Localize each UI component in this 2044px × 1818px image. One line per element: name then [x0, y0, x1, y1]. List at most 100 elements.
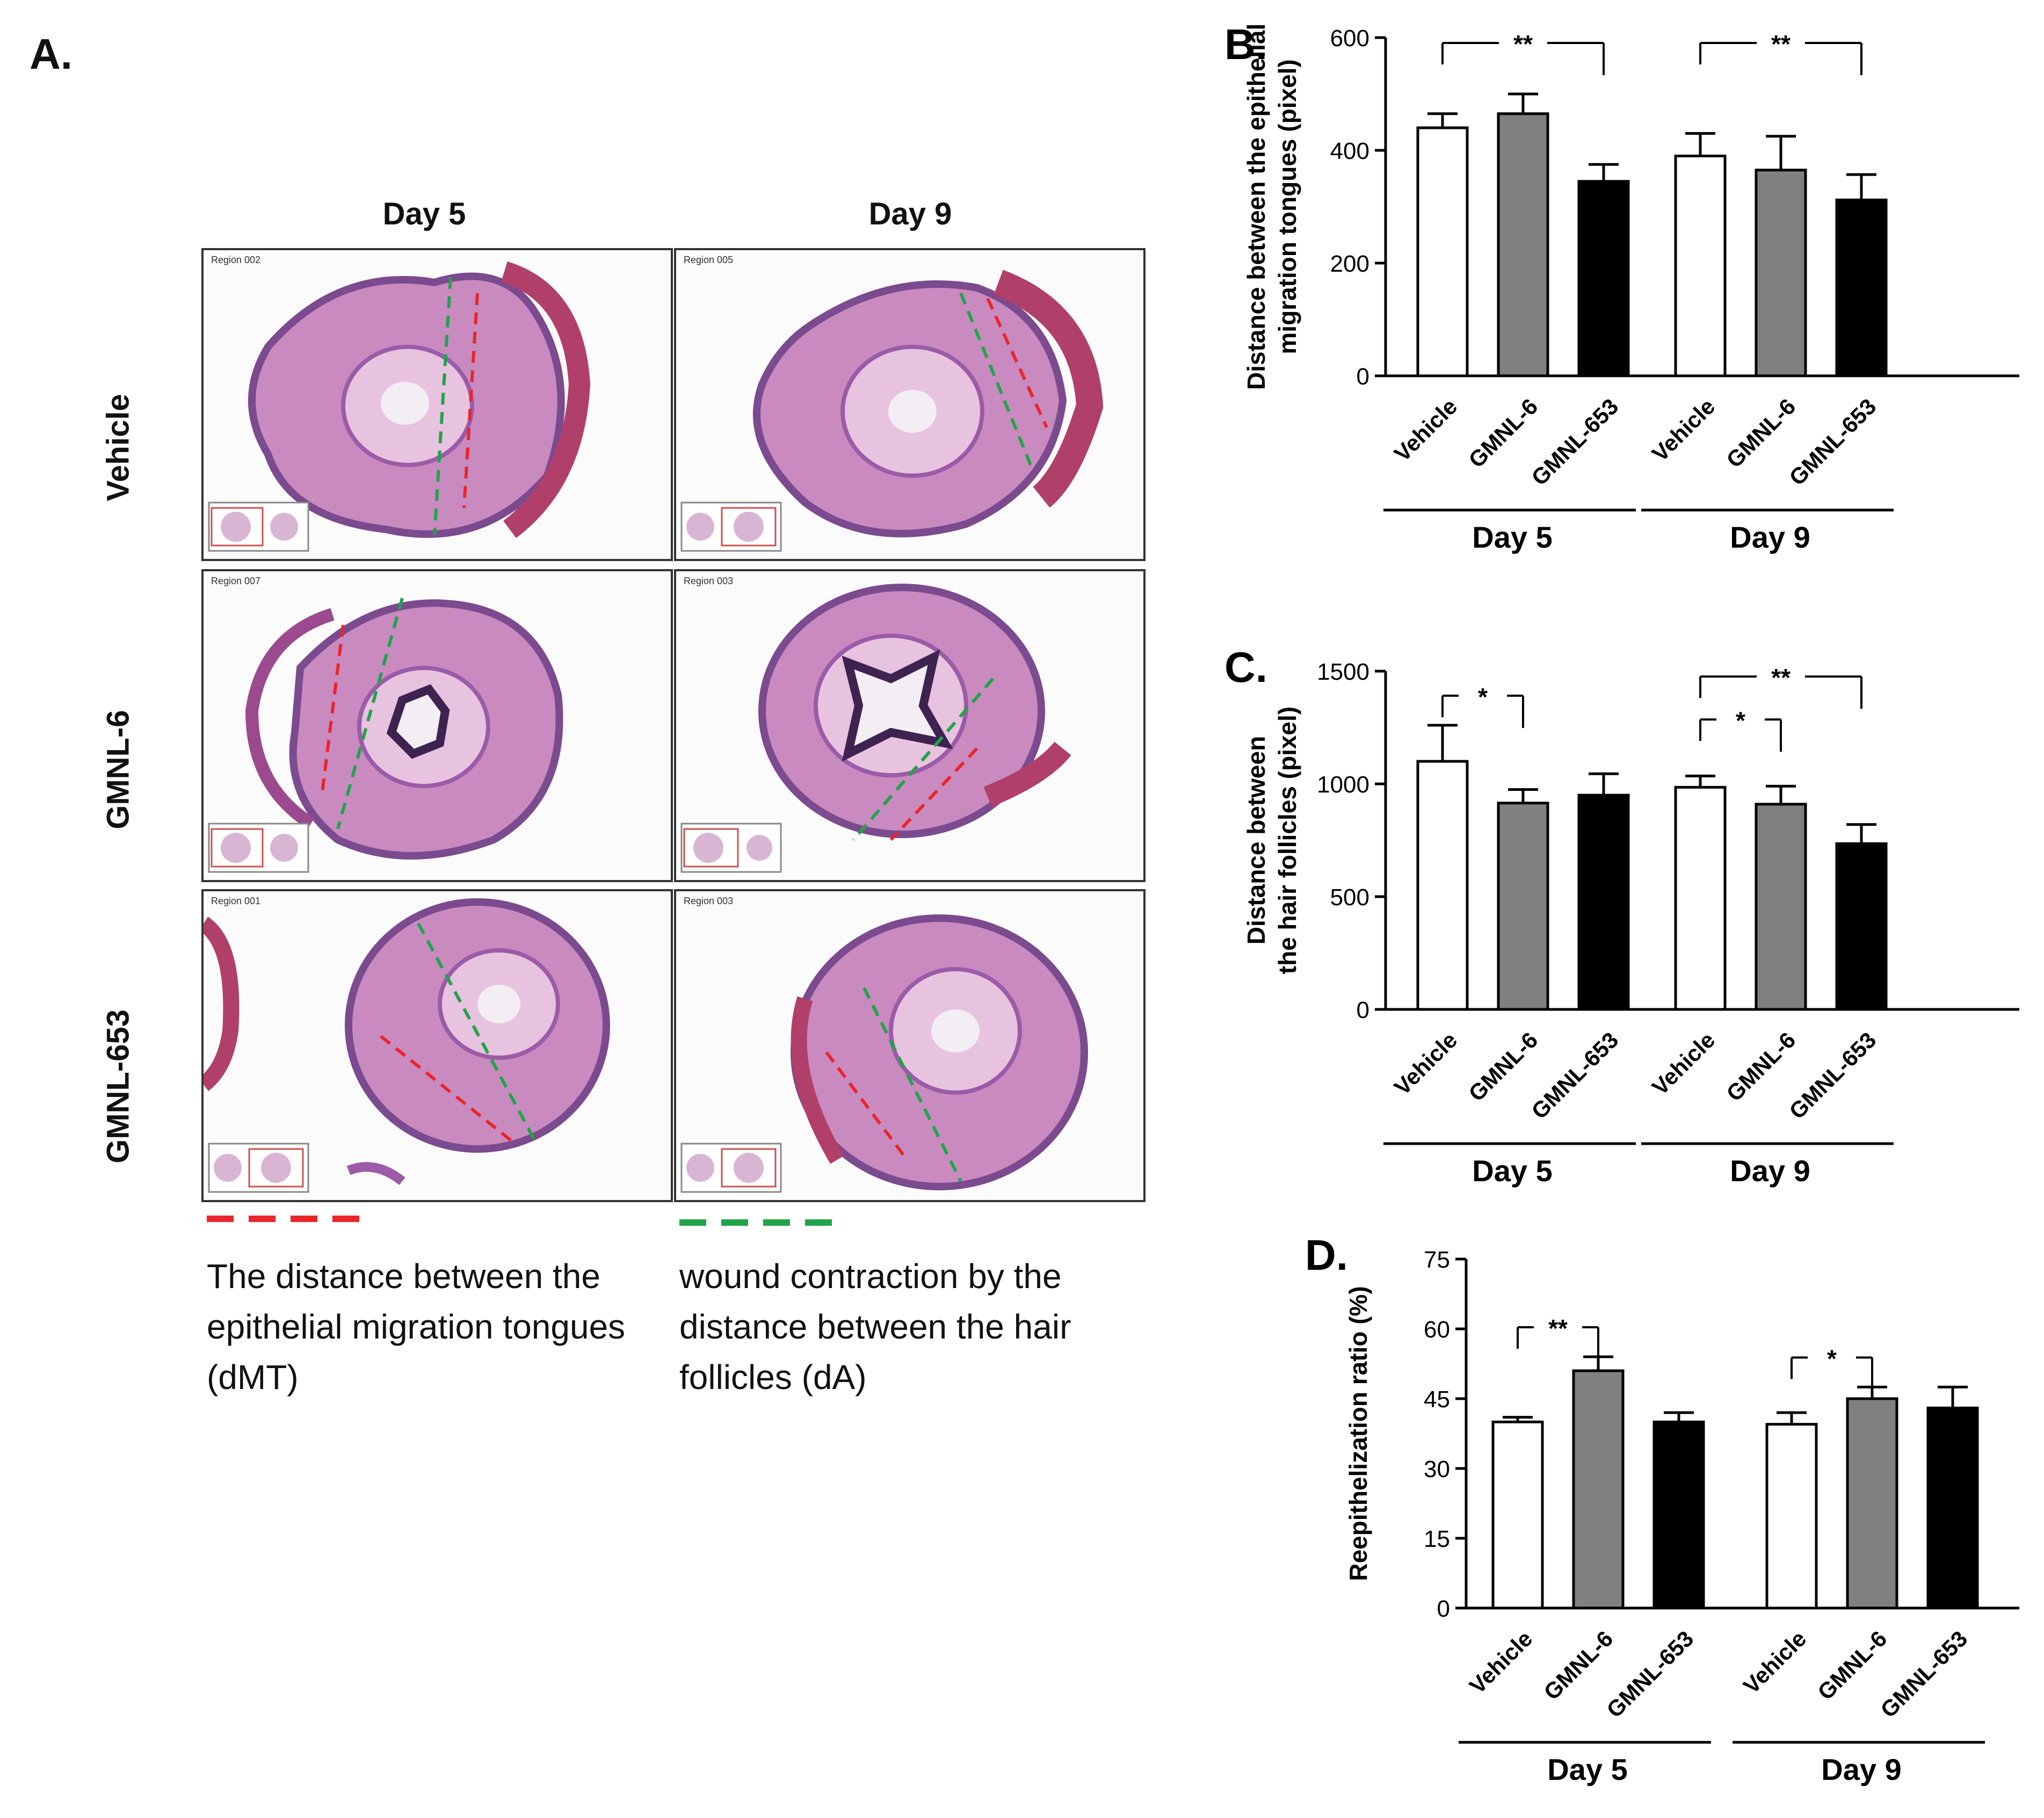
bar-gmnl-653 — [1926, 1406, 1979, 1610]
region-label: Region 002 — [211, 254, 261, 265]
y-axis-label: Distance between — [1242, 736, 1270, 945]
bar-vehicle — [1491, 1420, 1544, 1610]
bar-vehicle — [1416, 126, 1469, 377]
x-tick-label: Vehicle — [1647, 394, 1720, 467]
significance-label: ** — [1548, 1314, 1568, 1342]
column-header-day5: Day 5 — [382, 197, 466, 231]
x-tick-label: GMNL-653 — [1526, 394, 1623, 490]
tissue-section-image — [680, 584, 1071, 873]
y-tick-label: 600 — [1330, 25, 1369, 52]
group-label: Day 9 — [1730, 520, 1810, 554]
region-label: Region 001 — [211, 896, 261, 906]
legend-green-dashes — [679, 1219, 846, 1226]
histology-gmnl6-day9: Region 003 — [674, 569, 1146, 882]
y-tick-label: 500 — [1330, 884, 1369, 911]
bar-gmnl-6 — [1755, 169, 1807, 377]
chart-d-svg: D. 0 15 30 45 60 75 Reepithelization ratio (%) V… — [1305, 1231, 2019, 1786]
bar-gmnl-653 — [1577, 794, 1630, 1011]
x-tick-label: Vehicle — [1647, 1027, 1720, 1100]
y-tick-label: 0 — [1437, 1596, 1450, 1622]
x-tick-label: GMNL-653 — [1526, 1027, 1623, 1124]
group-label: Day 5 — [1472, 1154, 1552, 1188]
x-tick-label: Vehicle — [1465, 1626, 1538, 1699]
x-tick-label: Vehicle — [1389, 394, 1462, 467]
histology-vehicle-day5: Region 002 — [201, 248, 673, 561]
bar-vehicle — [1416, 760, 1469, 1011]
y-tick-label: 30 — [1424, 1456, 1450, 1482]
row-header-gmnl653: GMNL-653 — [100, 1009, 136, 1163]
x-tick-label: Vehicle — [1389, 1027, 1462, 1100]
chart-d: D. 0 15 30 45 60 75 Reepithelization ratio (%) V… — [1208, 1192, 2044, 1817]
y-tick-label: 200 — [1330, 251, 1369, 277]
x-tick-label: GMNL-6 — [1813, 1626, 1891, 1705]
bar-gmnl-6 — [1497, 802, 1549, 1011]
y-tick-label: 0 — [1357, 997, 1369, 1023]
x-tick-label: GMNL-6 — [1463, 1027, 1542, 1106]
panel-letter: D. — [1305, 1231, 1348, 1279]
y-tick-label: 60 — [1424, 1317, 1450, 1343]
x-tick-label: GMNL-6 — [1463, 394, 1542, 472]
bar-gmnl-653 — [1835, 842, 1888, 1011]
y-tick-label: 1000 — [1317, 772, 1369, 798]
histology-gmnl653-day9: Region 003 — [674, 889, 1146, 1202]
significance-label: ** — [1771, 30, 1791, 58]
region-label: Region 003 — [684, 896, 734, 906]
bar-gmnl-653 — [1577, 180, 1630, 377]
legend-green-text: wound contraction by the distance betwee… — [679, 1257, 1071, 1397]
histology-gmnl6-day5: Region 007 — [201, 569, 673, 882]
bar-gmnl-653 — [1652, 1420, 1705, 1610]
bar-gmnl-6 — [1497, 112, 1549, 377]
y-axis-label: Distance between the epithelial — [1242, 24, 1270, 390]
bar-vehicle — [1674, 786, 1727, 1011]
chart-b-svg: B. 0 200 400 600 Distance between the epithel… — [1224, 20, 2019, 554]
significance-label: * — [1827, 1344, 1837, 1372]
bar-gmnl-6 — [1846, 1397, 1898, 1610]
group-label: Day 5 — [1472, 520, 1552, 554]
bar-gmnl-6 — [1572, 1369, 1625, 1610]
significance-label: ** — [1771, 664, 1791, 692]
tissue-section-image — [680, 914, 1088, 1193]
panel-letter: C. — [1224, 643, 1267, 691]
y-tick-label: 1500 — [1317, 659, 1369, 685]
y-axis-label: migration tongues (pixel) — [1273, 59, 1301, 354]
x-tick-label: GMNL-6 — [1721, 1027, 1800, 1106]
legend-red-text: The distance between the epithelial migr… — [207, 1257, 626, 1397]
x-tick-label: GMNL-653 — [1784, 394, 1881, 490]
row-header-gmnl6: GMNL-6 — [100, 710, 136, 830]
chart-b: B. 0 200 400 600 Distance between the epithel… — [1208, 20, 2044, 626]
tissue-section-image — [208, 261, 591, 552]
y-tick-label: 15 — [1424, 1526, 1450, 1552]
y-axis-label: Reepithelization ratio (%) — [1344, 1286, 1372, 1581]
column-header-day9: Day 9 — [868, 197, 952, 231]
region-label: Region 003 — [684, 576, 734, 586]
row-header-vehicle: Vehicle — [100, 394, 136, 501]
chart-c: C. 0 500 1000 1500 Distance between the hair f… — [1208, 617, 2044, 1211]
y-tick-label: 400 — [1330, 138, 1369, 164]
region-label: Region 007 — [211, 576, 261, 586]
panel-a-label: A. — [30, 30, 73, 78]
group-label: Day 9 — [1821, 1752, 1901, 1786]
region-label: Region 005 — [684, 254, 734, 265]
y-tick-label: 0 — [1357, 363, 1369, 390]
x-tick-label: Vehicle — [1738, 1626, 1811, 1699]
significance-label: * — [1478, 683, 1488, 711]
bar-gmnl-6 — [1755, 803, 1807, 1011]
bar-vehicle — [1674, 155, 1727, 377]
x-tick-label: GMNL-6 — [1539, 1626, 1618, 1705]
bar-vehicle — [1765, 1423, 1818, 1610]
x-tick-label: GMNL-653 — [1784, 1027, 1881, 1124]
group-label: Day 9 — [1730, 1154, 1810, 1188]
x-tick-label: GMNL-653 — [1875, 1626, 1972, 1722]
y-tick-label: 45 — [1424, 1386, 1450, 1413]
legend-red-dashes — [207, 1216, 373, 1222]
significance-label: * — [1736, 707, 1745, 735]
bar-gmnl-653 — [1835, 198, 1888, 377]
panel-letter: B. — [1224, 20, 1267, 68]
tissue-section-image — [208, 598, 563, 873]
x-tick-label: GMNL-653 — [1601, 1626, 1698, 1722]
y-axis-label: the hair follicles (pixel) — [1273, 707, 1301, 974]
tissue-section-image — [204, 898, 610, 1193]
x-tick-label: GMNL-6 — [1721, 394, 1800, 472]
histology-gmnl653-day5: Region 001 — [201, 889, 673, 1202]
tissue-section-image — [680, 270, 1104, 552]
